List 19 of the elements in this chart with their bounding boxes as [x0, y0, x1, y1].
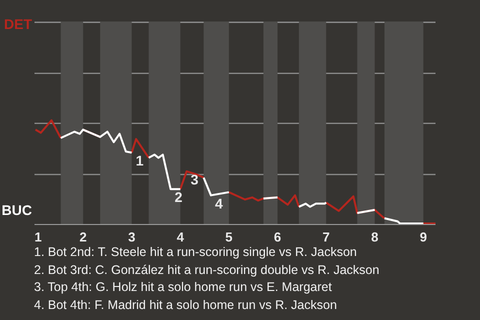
- x-tick-label: 7: [322, 230, 330, 244]
- text: 3. Top 4th: G. Holz hit a solo home run vs E. Margaret: [34, 279, 333, 296]
- x-tick-label: 9: [420, 230, 427, 244]
- x-tick-label: 8: [371, 230, 378, 244]
- text: DET: [4, 15, 32, 34]
- annotation: 4: [214, 195, 223, 212]
- annotation: 1: [136, 152, 144, 169]
- x-tick-label: 4: [176, 230, 185, 244]
- annotation: 3: [190, 171, 199, 188]
- x-tick-label: 3: [128, 230, 136, 244]
- text: 2. Bot 3rd: C. González hit a run-scoring double vs R. Jackson: [34, 262, 380, 279]
- annotation: 2: [174, 189, 183, 206]
- x-tick-label: 2: [79, 230, 87, 244]
- text: 1. Bot 2nd: T. Steele hit a run-scoring single vs R. Jackson: [34, 244, 358, 261]
- x-tick-label: 5: [225, 230, 233, 244]
- x-tick-label: 1: [34, 230, 42, 244]
- text: BUC: [2, 201, 32, 220]
- x-tick-label: 6: [274, 230, 282, 244]
- text: 4. Bot 4th: F. Madrid hit a solo home run vs R. Jackson: [34, 296, 338, 314]
